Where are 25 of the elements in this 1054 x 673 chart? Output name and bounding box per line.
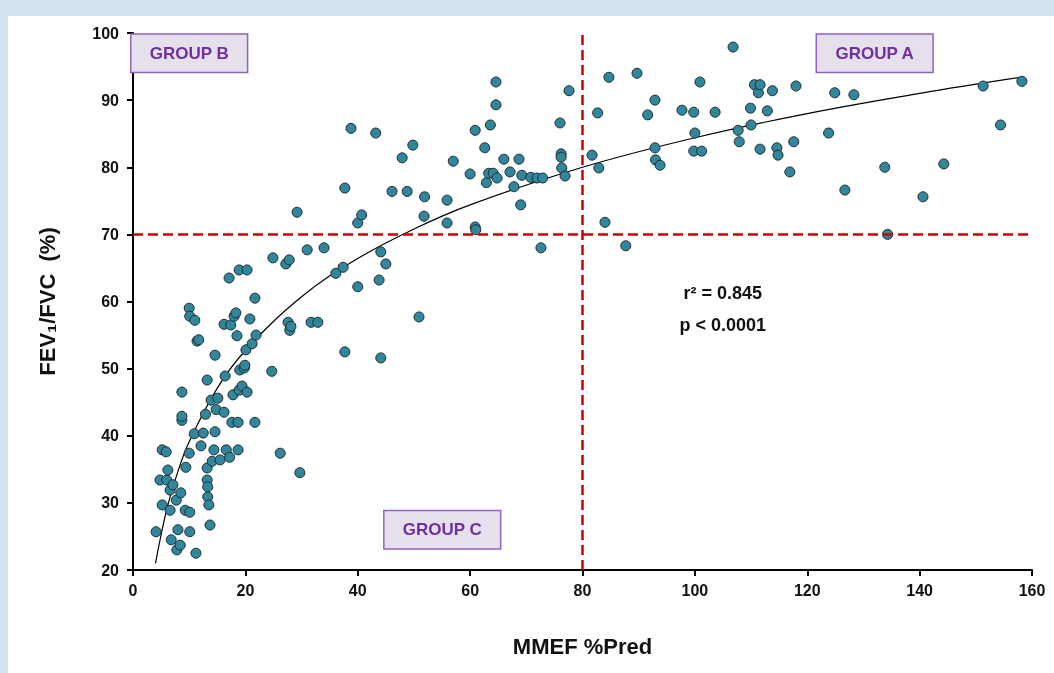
y-axis-title: FEV₁/FVC (%) [34, 227, 60, 376]
y-tick-label: 20 [101, 561, 120, 579]
y-tick-label: 50 [101, 360, 120, 378]
annotation: GROUP B [149, 43, 229, 63]
x-tick-label: 20 [236, 581, 255, 599]
x-tick-label: 160 [1018, 581, 1046, 599]
x-tick-label: 40 [348, 581, 367, 599]
x-tick-label: 80 [573, 581, 592, 599]
annotation: r² = 0.845 [683, 282, 763, 303]
y-tick-label: 70 [101, 225, 120, 243]
x-tick-label: 0 [128, 581, 138, 599]
x-tick-label: 140 [906, 581, 934, 599]
y-tick-label: 100 [92, 24, 120, 42]
y-tick-label: 30 [101, 494, 120, 512]
annotation: p < 0.0001 [679, 315, 767, 336]
annotation: GROUP C [402, 520, 482, 540]
y-tick-label: 60 [101, 293, 120, 310]
annotation: GROUP A [835, 43, 914, 63]
y-tick-label: 80 [101, 158, 120, 176]
x-tick-label: 120 [793, 581, 821, 599]
y-tick-label: 40 [101, 427, 120, 445]
x-tick-label: 100 [681, 581, 709, 599]
x-axis-title: MMEF %Pred [512, 633, 653, 659]
y-tick-label: 90 [101, 91, 120, 109]
x-tick-label: 60 [461, 581, 480, 599]
